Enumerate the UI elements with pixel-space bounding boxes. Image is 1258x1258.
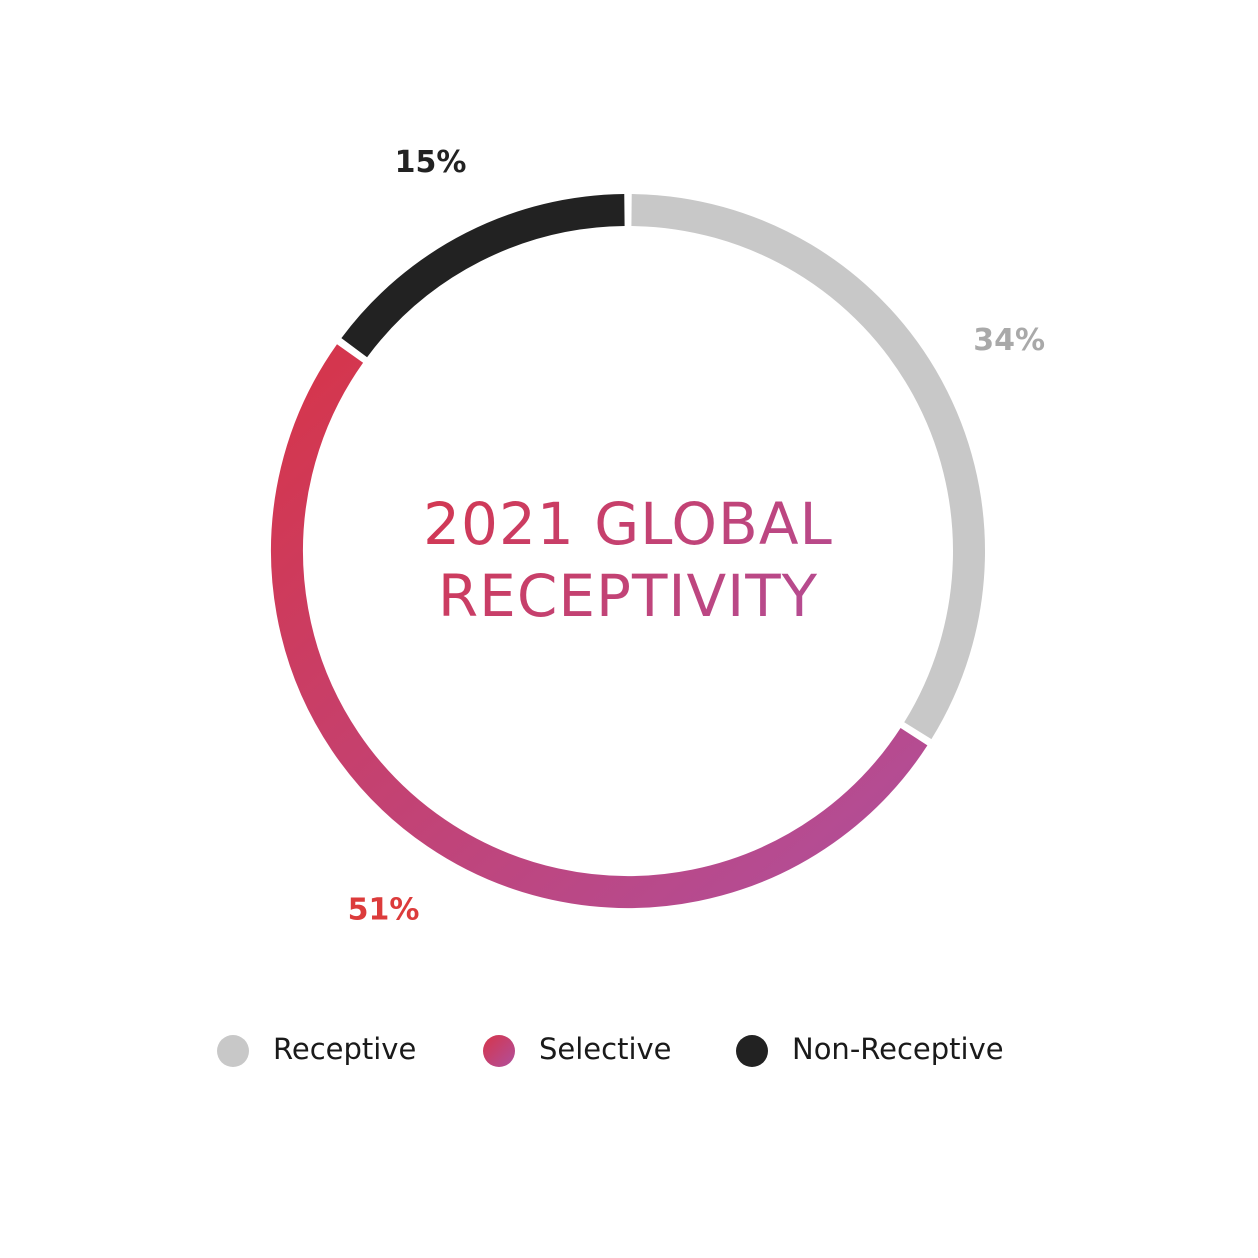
legend-marker [736, 1035, 768, 1067]
value-label: 15% [395, 145, 467, 180]
legend-marker [483, 1035, 515, 1067]
donut-segment [271, 344, 928, 908]
legend-label: Non-Receptive [792, 1032, 1004, 1066]
chart-title: 2021 GLOBAL RECEPTIVITY [378, 488, 878, 632]
donut-segment [341, 194, 625, 358]
legend-marker [217, 1035, 249, 1067]
value-label: 51% [348, 892, 420, 927]
value-label: 34% [973, 323, 1045, 358]
donut-segment [631, 194, 985, 740]
legend-label: Receptive [273, 1032, 416, 1066]
legend-label: Selective [539, 1032, 672, 1066]
